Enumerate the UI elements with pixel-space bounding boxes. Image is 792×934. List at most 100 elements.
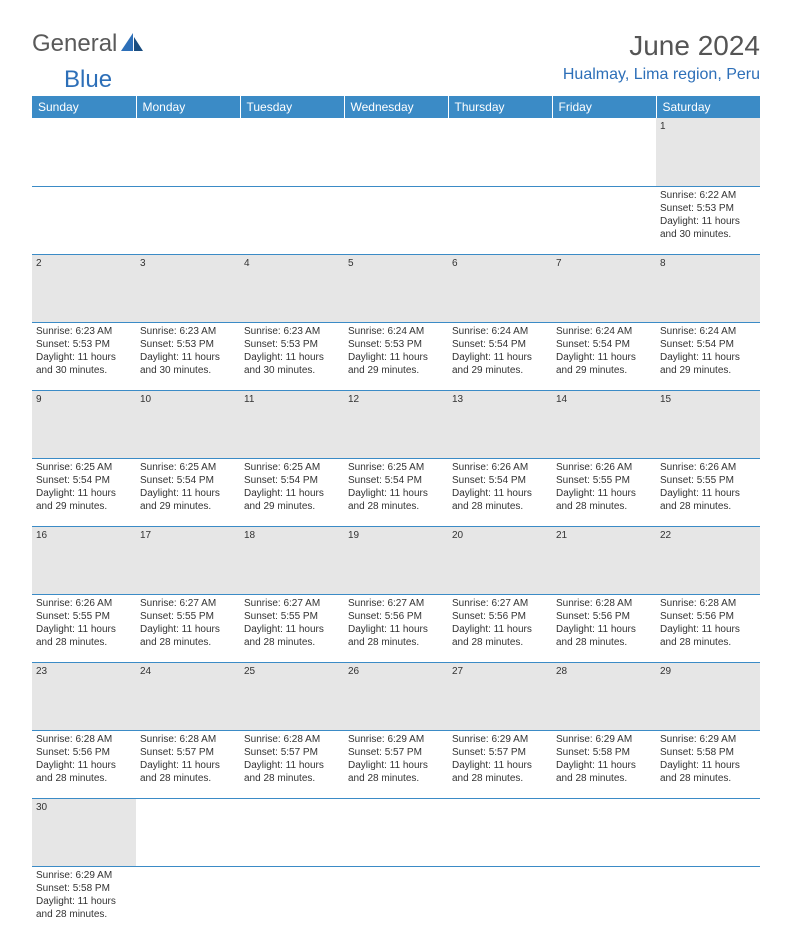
day-number-cell xyxy=(136,798,240,866)
day-number-cell: 5 xyxy=(344,254,448,322)
sunrise-text: Sunrise: 6:29 AM xyxy=(452,733,548,746)
day2-text: and 28 minutes. xyxy=(556,500,652,513)
sunrise-text: Sunrise: 6:27 AM xyxy=(452,597,548,610)
day-cell: Sunrise: 6:25 AMSunset: 5:54 PMDaylight:… xyxy=(344,458,448,526)
day-cell xyxy=(344,186,448,254)
day2-text: and 30 minutes. xyxy=(660,228,756,241)
day-number-cell: 11 xyxy=(240,390,344,458)
day-cell: Sunrise: 6:25 AMSunset: 5:54 PMDaylight:… xyxy=(136,458,240,526)
sunrise-text: Sunrise: 6:25 AM xyxy=(348,461,444,474)
day2-text: and 29 minutes. xyxy=(140,500,236,513)
day2-text: and 28 minutes. xyxy=(348,500,444,513)
sunrise-text: Sunrise: 6:26 AM xyxy=(556,461,652,474)
calendar-table: SundayMondayTuesdayWednesdayThursdayFrid… xyxy=(32,96,760,934)
sunset-text: Sunset: 5:56 PM xyxy=(36,746,132,759)
day1-text: Daylight: 11 hours xyxy=(36,351,132,364)
sunset-text: Sunset: 5:54 PM xyxy=(348,474,444,487)
day2-text: and 28 minutes. xyxy=(556,772,652,785)
day-cell: Sunrise: 6:27 AMSunset: 5:56 PMDaylight:… xyxy=(448,594,552,662)
day1-text: Daylight: 11 hours xyxy=(140,759,236,772)
sunrise-text: Sunrise: 6:26 AM xyxy=(660,461,756,474)
day2-text: and 29 minutes. xyxy=(660,364,756,377)
day2-text: and 28 minutes. xyxy=(244,772,340,785)
sunrise-text: Sunrise: 6:25 AM xyxy=(244,461,340,474)
day1-text: Daylight: 11 hours xyxy=(244,759,340,772)
sunrise-text: Sunrise: 6:26 AM xyxy=(452,461,548,474)
day1-text: Daylight: 11 hours xyxy=(660,623,756,636)
day-number-cell: 25 xyxy=(240,662,344,730)
day-cell xyxy=(448,866,552,934)
day-number-cell: 3 xyxy=(136,254,240,322)
sunrise-text: Sunrise: 6:24 AM xyxy=(556,325,652,338)
sunset-text: Sunset: 5:55 PM xyxy=(140,610,236,623)
brand-part2: Blue xyxy=(64,66,112,93)
day-number-cell: 19 xyxy=(344,526,448,594)
day-cell xyxy=(344,866,448,934)
sunset-text: Sunset: 5:55 PM xyxy=(556,474,652,487)
day-cell: Sunrise: 6:28 AMSunset: 5:56 PMDaylight:… xyxy=(552,594,656,662)
day-cell: Sunrise: 6:27 AMSunset: 5:56 PMDaylight:… xyxy=(344,594,448,662)
day-content-row: Sunrise: 6:26 AMSunset: 5:55 PMDaylight:… xyxy=(32,594,760,662)
sunset-text: Sunset: 5:53 PM xyxy=(660,202,756,215)
day-content-row: Sunrise: 6:29 AMSunset: 5:58 PMDaylight:… xyxy=(32,866,760,934)
title-block: June 2024 Hualmay, Lima region, Peru xyxy=(563,30,760,84)
day2-text: and 28 minutes. xyxy=(244,636,340,649)
day1-text: Daylight: 11 hours xyxy=(140,487,236,500)
day-cell: Sunrise: 6:27 AMSunset: 5:55 PMDaylight:… xyxy=(240,594,344,662)
day1-text: Daylight: 11 hours xyxy=(452,759,548,772)
day1-text: Daylight: 11 hours xyxy=(348,759,444,772)
weekday-header: Saturday xyxy=(656,96,760,118)
day-number-cell: 22 xyxy=(656,526,760,594)
day-number-cell: 1 xyxy=(656,118,760,186)
day-number-row: 30 xyxy=(32,798,760,866)
day-cell xyxy=(240,186,344,254)
day2-text: and 29 minutes. xyxy=(244,500,340,513)
day2-text: and 28 minutes. xyxy=(348,772,444,785)
day-number-row: 23242526272829 xyxy=(32,662,760,730)
day-cell: Sunrise: 6:24 AMSunset: 5:54 PMDaylight:… xyxy=(448,322,552,390)
day-number-cell: 12 xyxy=(344,390,448,458)
day-number-row: 9101112131415 xyxy=(32,390,760,458)
sunrise-text: Sunrise: 6:22 AM xyxy=(660,189,756,202)
day1-text: Daylight: 11 hours xyxy=(244,487,340,500)
day1-text: Daylight: 11 hours xyxy=(348,351,444,364)
day-cell xyxy=(448,186,552,254)
day-content-row: Sunrise: 6:23 AMSunset: 5:53 PMDaylight:… xyxy=(32,322,760,390)
sunrise-text: Sunrise: 6:25 AM xyxy=(36,461,132,474)
sunrise-text: Sunrise: 6:23 AM xyxy=(140,325,236,338)
calendar-body: 1Sunrise: 6:22 AMSunset: 5:53 PMDaylight… xyxy=(32,118,760,934)
day1-text: Daylight: 11 hours xyxy=(556,351,652,364)
sunset-text: Sunset: 5:56 PM xyxy=(660,610,756,623)
day-number-cell xyxy=(344,118,448,186)
sunset-text: Sunset: 5:55 PM xyxy=(36,610,132,623)
sunset-text: Sunset: 5:56 PM xyxy=(348,610,444,623)
day-number-row: 2345678 xyxy=(32,254,760,322)
sunset-text: Sunset: 5:54 PM xyxy=(140,474,236,487)
sunset-text: Sunset: 5:54 PM xyxy=(452,474,548,487)
day1-text: Daylight: 11 hours xyxy=(452,351,548,364)
weekday-header: Tuesday xyxy=(240,96,344,118)
sunset-text: Sunset: 5:54 PM xyxy=(660,338,756,351)
day2-text: and 28 minutes. xyxy=(36,636,132,649)
day1-text: Daylight: 11 hours xyxy=(140,623,236,636)
day1-text: Daylight: 11 hours xyxy=(660,759,756,772)
sunset-text: Sunset: 5:54 PM xyxy=(244,474,340,487)
brand-part2-wrap: Blue xyxy=(64,66,112,94)
day2-text: and 28 minutes. xyxy=(140,772,236,785)
sunrise-text: Sunrise: 6:27 AM xyxy=(348,597,444,610)
sunset-text: Sunset: 5:56 PM xyxy=(556,610,652,623)
day-number-cell: 15 xyxy=(656,390,760,458)
day1-text: Daylight: 11 hours xyxy=(660,487,756,500)
weekday-header-row: SundayMondayTuesdayWednesdayThursdayFrid… xyxy=(32,96,760,118)
sunset-text: Sunset: 5:58 PM xyxy=(660,746,756,759)
day-number-cell: 21 xyxy=(552,526,656,594)
day-cell: Sunrise: 6:23 AMSunset: 5:53 PMDaylight:… xyxy=(136,322,240,390)
day-cell: Sunrise: 6:26 AMSunset: 5:55 PMDaylight:… xyxy=(552,458,656,526)
month-title: June 2024 xyxy=(563,30,760,62)
day-cell: Sunrise: 6:28 AMSunset: 5:57 PMDaylight:… xyxy=(240,730,344,798)
day-cell: Sunrise: 6:22 AMSunset: 5:53 PMDaylight:… xyxy=(656,186,760,254)
day-cell: Sunrise: 6:24 AMSunset: 5:53 PMDaylight:… xyxy=(344,322,448,390)
day2-text: and 28 minutes. xyxy=(348,636,444,649)
sunrise-text: Sunrise: 6:28 AM xyxy=(556,597,652,610)
day1-text: Daylight: 11 hours xyxy=(348,487,444,500)
